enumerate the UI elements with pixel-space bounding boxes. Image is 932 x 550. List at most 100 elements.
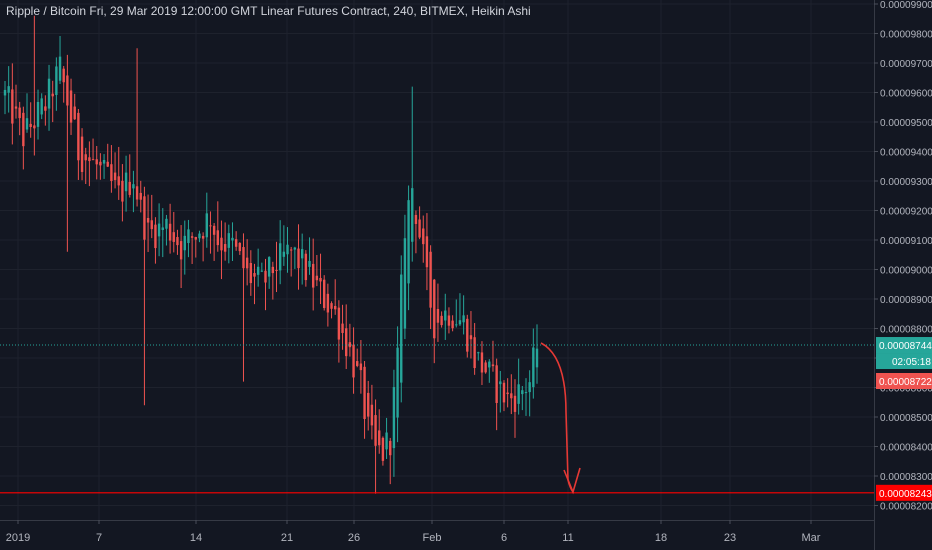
candle-body bbox=[29, 123, 32, 127]
candle-body bbox=[194, 237, 197, 240]
candle-body bbox=[282, 251, 286, 257]
candle-body bbox=[502, 382, 506, 403]
candle-body bbox=[40, 98, 43, 115]
candle-body bbox=[33, 125, 36, 129]
candle-body bbox=[190, 236, 194, 238]
candle-body bbox=[348, 342, 352, 348]
horizontal-level-badge: 0.00008243 bbox=[879, 489, 932, 500]
candle-body bbox=[524, 392, 528, 394]
candle-body bbox=[345, 328, 348, 357]
candle-body bbox=[403, 238, 407, 329]
candle-body bbox=[484, 362, 487, 373]
candle-body bbox=[473, 337, 476, 369]
candle-body bbox=[51, 93, 54, 97]
price-tick-label: 0.00009700 bbox=[880, 59, 932, 70]
candle-body bbox=[414, 214, 418, 224]
candle-body bbox=[220, 237, 223, 251]
countdown-badge-background bbox=[876, 353, 932, 370]
chart-title: Ripple / Bitcoin Fri, 29 Mar 2019 12:00:… bbox=[6, 4, 531, 18]
horizontal-level-badge-background bbox=[876, 484, 932, 501]
time-tick-label: Mar bbox=[802, 532, 821, 544]
candle-body bbox=[256, 266, 260, 275]
candle-body bbox=[135, 186, 139, 200]
candle-body bbox=[106, 161, 109, 167]
candle-body bbox=[212, 225, 216, 235]
candle-body bbox=[499, 381, 502, 385]
candle-body bbox=[267, 257, 271, 277]
candle-body bbox=[146, 217, 150, 223]
candle-body bbox=[374, 415, 377, 446]
candle-body bbox=[422, 228, 425, 245]
candle-body bbox=[260, 270, 264, 272]
marked-price-badge-background bbox=[876, 373, 932, 389]
time-tick-label: 18 bbox=[655, 532, 667, 544]
candle-body bbox=[341, 323, 344, 333]
candle-body bbox=[179, 241, 183, 260]
candle-body bbox=[77, 112, 80, 161]
candle-body bbox=[510, 393, 513, 399]
candle-body bbox=[440, 315, 443, 326]
candle-body bbox=[253, 273, 256, 277]
candle-body bbox=[319, 277, 322, 282]
candle-body bbox=[3, 89, 7, 96]
candle-body bbox=[275, 269, 278, 271]
candle-body bbox=[150, 220, 153, 230]
candle-body bbox=[187, 229, 190, 244]
candle-body bbox=[113, 172, 117, 181]
candle-body bbox=[234, 239, 238, 247]
time-tick-label: 7 bbox=[96, 532, 102, 544]
candle-body bbox=[36, 101, 40, 127]
countdown-badge: 02:05:18 bbox=[892, 357, 931, 368]
candle-body bbox=[271, 266, 275, 274]
candle-body bbox=[517, 384, 520, 404]
candle-body bbox=[429, 251, 432, 308]
price-tick-label: 0.00008200 bbox=[880, 502, 932, 513]
candle-body bbox=[370, 404, 374, 426]
candle-body bbox=[455, 324, 458, 326]
candle-body bbox=[47, 78, 51, 109]
candle-body bbox=[161, 227, 164, 230]
candle-body bbox=[231, 237, 234, 241]
candle-body bbox=[121, 180, 124, 202]
candle-body bbox=[88, 157, 91, 162]
candle-body bbox=[69, 90, 73, 123]
candle-body bbox=[139, 192, 142, 200]
candle-body bbox=[304, 253, 308, 281]
candle-body bbox=[91, 159, 95, 161]
candle-body bbox=[311, 263, 315, 288]
candle-body bbox=[293, 247, 297, 250]
candle-body bbox=[66, 75, 69, 106]
time-axis[interactable]: 2019 7 14 21 26 Feb 6 11 18 23 Mar bbox=[0, 520, 874, 550]
candle-body bbox=[25, 118, 29, 130]
candle-body bbox=[337, 307, 341, 340]
candle-body bbox=[73, 106, 76, 120]
price-tick-label: 0.00009800 bbox=[880, 30, 932, 41]
price-tick-label: 0.00008300 bbox=[880, 472, 932, 483]
candle-body bbox=[58, 56, 62, 81]
candle-body bbox=[289, 249, 293, 251]
candle-body bbox=[367, 392, 370, 417]
candle-body bbox=[223, 244, 227, 252]
candle-body bbox=[458, 320, 462, 325]
time-tick-label: 6 bbox=[501, 532, 507, 544]
candles-layer bbox=[3, 15, 539, 494]
candle-body bbox=[117, 176, 120, 186]
candle-body bbox=[18, 107, 21, 119]
candle-body bbox=[521, 390, 524, 395]
candle-body bbox=[532, 347, 535, 388]
candle-body bbox=[433, 279, 436, 339]
price-badges: 0.00.0000874402:05:180.000087220.0000824… bbox=[876, 337, 932, 501]
candle-body bbox=[143, 196, 146, 240]
candle-body bbox=[381, 437, 385, 461]
candle-body bbox=[11, 89, 14, 124]
time-tick-label: Feb bbox=[423, 532, 442, 544]
candle-body bbox=[396, 347, 399, 418]
marked-price-badge: 0.00008722 bbox=[879, 377, 932, 388]
price-axis[interactable]: 0.00008200 0.00008300 0.00008400 0.00008500… bbox=[874, 0, 932, 550]
price-tick-label: 0.00009200 bbox=[880, 207, 932, 218]
candle-body bbox=[245, 257, 249, 269]
candle-body bbox=[352, 344, 355, 378]
candle-body bbox=[389, 440, 392, 456]
time-axis-background bbox=[0, 520, 874, 550]
